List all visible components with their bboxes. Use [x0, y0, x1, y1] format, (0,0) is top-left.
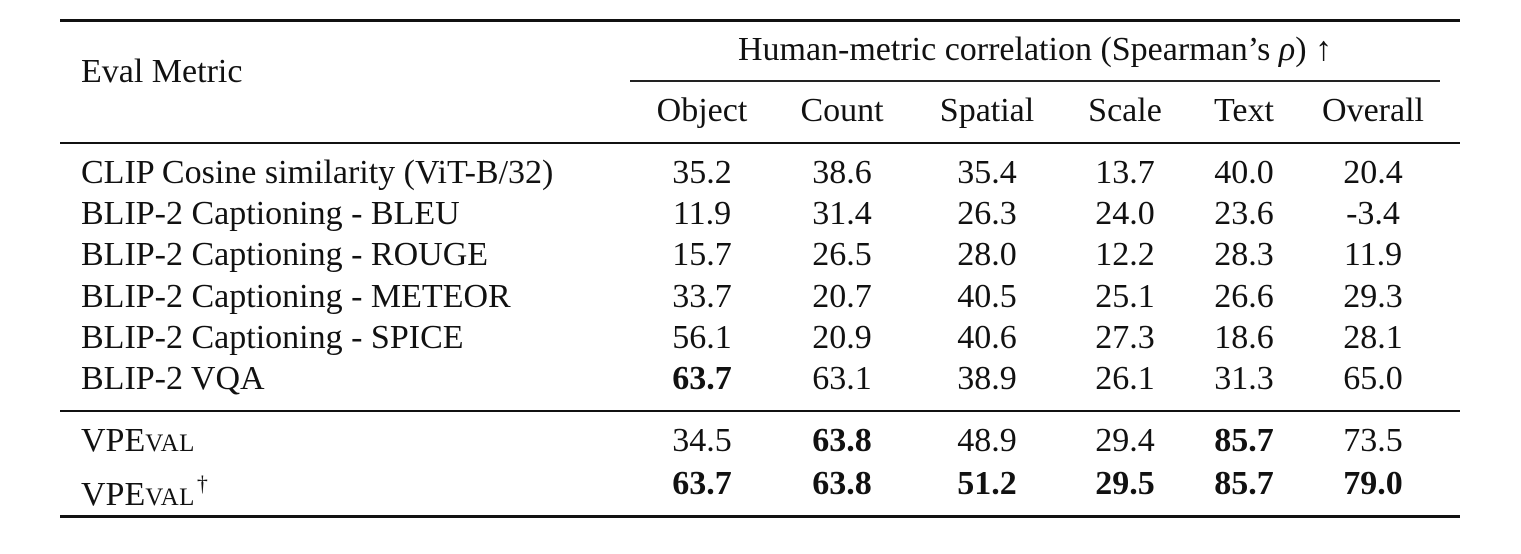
baseline-row-4-value-object: 33.7 [672, 278, 732, 315]
column-header-overall: Overall [1322, 92, 1424, 129]
top-rule [60, 19, 1460, 22]
column-header-object: Object [656, 92, 748, 129]
vpeval-row-1-name-caps: VPE [81, 422, 146, 459]
group-label-rho: ρ [1278, 31, 1296, 68]
baseline-row-6-metric-name: BLIP-2 VQA [81, 360, 265, 397]
baseline-row-1-value-text: 40.0 [1214, 154, 1274, 191]
column-header-spatial: Spatial [939, 92, 1035, 129]
baseline-row-6-value-overall: 65.0 [1343, 360, 1403, 397]
baseline-row-3-value-object: 15.7 [672, 236, 732, 273]
vpeval-row-2-name-smallcaps: VAL [145, 484, 195, 511]
baseline-row-3-value-text: 28.3 [1214, 236, 1274, 273]
baseline-row-3-value-count: 26.5 [812, 236, 872, 273]
eval-metric-header: Eval Metric [81, 53, 243, 90]
vpeval-row-1-value-spatial: 48.9 [957, 422, 1017, 459]
baseline-row-5-value-overall: 28.1 [1343, 319, 1403, 356]
vpeval-row-1-value-scale: 29.4 [1095, 422, 1155, 459]
baseline-row-2-value-overall: -3.4 [1346, 195, 1400, 232]
baseline-row-5-value-scale: 27.3 [1095, 319, 1155, 356]
vpeval-row-2-value-overall: 79.0 [1343, 465, 1403, 502]
vpeval-row-1-value-object: 34.5 [672, 422, 732, 459]
baseline-row-1-metric-name: CLIP Cosine similarity (ViT-B/32) [81, 154, 554, 191]
baseline-row-4-value-scale: 25.1 [1095, 278, 1155, 315]
mid-rule [60, 410, 1460, 412]
baseline-row-2-value-scale: 24.0 [1095, 195, 1155, 232]
baseline-row-2-value-object: 11.9 [672, 195, 732, 232]
column-header-text: Text [1214, 92, 1274, 129]
baseline-row-3-metric-name: BLIP-2 Captioning - ROUGE [81, 236, 489, 273]
vpeval-row-2-value-scale: 29.5 [1095, 465, 1155, 502]
vpeval-row-2-metric-name: VPEVAL† [81, 464, 208, 513]
vpeval-row-1-value-text: 85.7 [1214, 422, 1274, 459]
baseline-row-6-value-text: 31.3 [1214, 360, 1274, 397]
baseline-row-5-value-count: 20.9 [812, 319, 872, 356]
vpeval-row-2-dagger-mark: † [196, 471, 208, 496]
baseline-row-4-value-count: 20.7 [812, 278, 872, 315]
baseline-row-5-metric-name: BLIP-2 Captioning - SPICE [81, 319, 464, 356]
baseline-row-4-metric-name: BLIP-2 Captioning - METEOR [81, 278, 511, 315]
baseline-row-4-value-overall: 29.3 [1343, 278, 1403, 315]
baseline-row-1-value-object: 35.2 [672, 154, 732, 191]
baseline-row-2-value-text: 23.6 [1214, 195, 1274, 232]
baseline-row-6-value-count: 63.1 [812, 360, 872, 397]
baseline-row-2-value-spatial: 26.3 [957, 195, 1017, 232]
group-label-prefix: Human-metric correlation (Spearman’s [737, 31, 1279, 68]
baseline-row-1-value-overall: 20.4 [1343, 154, 1403, 191]
correlation-group-header: Human-metric correlation (Spearman’s ρ) … [630, 30, 1440, 70]
baseline-row-1-value-count: 38.6 [812, 154, 872, 191]
results-table: Eval Metric Human-metric correlation (Sp… [60, 0, 1460, 554]
baseline-row-5-value-spatial: 40.6 [957, 319, 1017, 356]
baseline-row-1-value-scale: 13.7 [1095, 154, 1155, 191]
vpeval-row-1-value-count: 63.8 [812, 422, 872, 459]
vpeval-row-1-name-smallcaps: VAL [145, 430, 195, 457]
vpeval-row-2-value-text: 85.7 [1214, 465, 1274, 502]
baseline-row-3-value-scale: 12.2 [1095, 236, 1155, 273]
vpeval-row-2-value-count: 63.8 [812, 465, 872, 502]
column-header-scale: Scale [1088, 92, 1162, 129]
baseline-row-5-value-text: 18.6 [1214, 319, 1274, 356]
baseline-row-6-value-spatial: 38.9 [957, 360, 1017, 397]
baseline-row-5-value-object: 56.1 [672, 319, 732, 356]
header-rule [60, 142, 1460, 144]
vpeval-row-1-value-overall: 73.5 [1343, 422, 1403, 459]
bottom-rule [60, 515, 1460, 518]
baseline-row-4-value-spatial: 40.5 [957, 278, 1017, 315]
vpeval-row-1-metric-name: VPEVAL [81, 421, 195, 461]
baseline-row-6-value-object: 63.7 [672, 360, 732, 397]
baseline-row-2-value-count: 31.4 [812, 195, 872, 232]
baseline-row-3-value-spatial: 28.0 [957, 236, 1017, 273]
group-underline [630, 80, 1440, 82]
vpeval-row-2-value-object: 63.7 [672, 465, 732, 502]
group-label-suffix: ) ↑ [1295, 31, 1333, 68]
vpeval-row-2-value-spatial: 51.2 [957, 465, 1017, 502]
baseline-row-3-value-overall: 11.9 [1343, 236, 1403, 273]
column-header-count: Count [800, 92, 884, 129]
baseline-row-2-metric-name: BLIP-2 Captioning - BLEU [81, 195, 460, 232]
baseline-row-1-value-spatial: 35.4 [957, 154, 1017, 191]
baseline-row-6-value-scale: 26.1 [1095, 360, 1155, 397]
vpeval-row-2-name-caps: VPE [81, 476, 146, 513]
baseline-row-4-value-text: 26.6 [1214, 278, 1274, 315]
